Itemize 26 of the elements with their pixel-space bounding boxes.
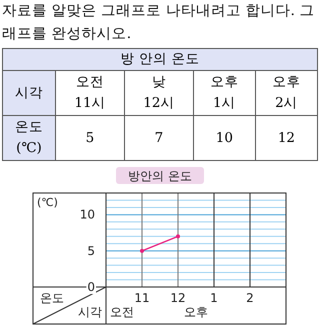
x-tick-label: 11 <box>134 291 150 305</box>
table-cell: 온도 (℃) <box>2 116 56 160</box>
title: 방안의 온도 <box>116 167 204 184</box>
x-axis-title: 시각 <box>78 305 102 319</box>
y-axis-title: (℃) <box>37 196 58 209</box>
table-cell: 오후 2시 <box>255 70 318 116</box>
text: 오후 <box>184 305 208 319</box>
y-tick-label: 0 <box>87 280 95 294</box>
table-cell: 7 <box>124 116 194 160</box>
y-tick-label: 5 <box>87 244 95 258</box>
table-cell: 방 안의 온도 <box>2 48 318 70</box>
text: 온도 <box>40 291 64 305</box>
text: 오전 <box>110 305 134 319</box>
table-cell: 12 <box>255 116 318 160</box>
subtitle: 자료를 알맞은 그래프로 나타내려고 합니다. 그래프를 완성하시오. <box>2 2 316 44</box>
table-cell: 낮 12시 <box>124 70 194 116</box>
table-cell: 5 <box>56 116 124 160</box>
y-tick-label: 10 <box>80 208 95 222</box>
table-cell: 오전 11시 <box>56 70 124 116</box>
chart-title: 방안의 온도 <box>128 169 192 183</box>
table-cell: 오후 1시 <box>193 70 256 116</box>
x-tick-label: 12 <box>170 291 186 305</box>
x-tick-label: 1 <box>210 291 218 305</box>
x-tick-label: 2 <box>246 291 254 305</box>
table-cell: 시각 <box>2 70 56 116</box>
table-cell: 10 <box>193 116 256 160</box>
